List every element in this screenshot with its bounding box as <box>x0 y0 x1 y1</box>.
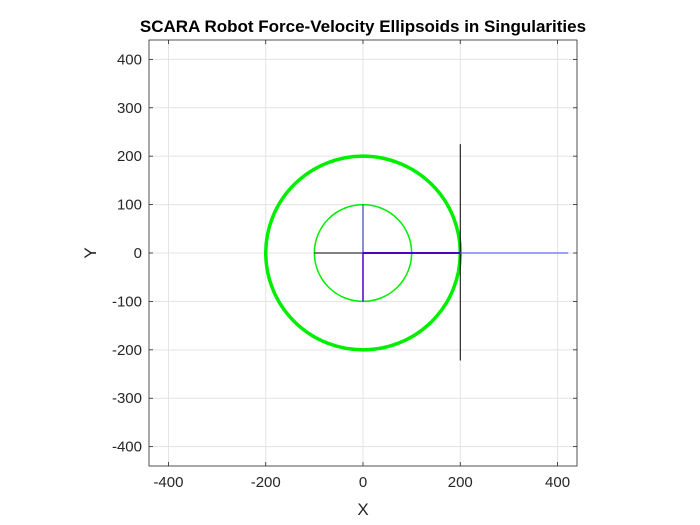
y-tick-label: 300 <box>117 100 142 117</box>
y-tick-label: 400 <box>117 51 142 68</box>
y-tick-label: 0 <box>134 245 142 262</box>
x-tick-label: -400 <box>153 474 183 491</box>
y-tick-label: -400 <box>112 439 142 456</box>
ticks: -400 -200 0 200 400 -400 -300 -200 -100 0 100 200 30… <box>112 40 577 491</box>
y-tick-label: 100 <box>117 197 142 214</box>
x-tick-label: 0 <box>359 474 367 491</box>
x-tick-label: -200 <box>251 474 281 491</box>
y-tick-label: 200 <box>117 148 142 165</box>
x-axis-label: X <box>357 500 368 519</box>
x-tick-label: 200 <box>448 474 473 491</box>
y-tick-label: -100 <box>112 293 142 310</box>
y-tick-label: -200 <box>112 342 142 359</box>
y-axis-label: Y <box>81 247 100 258</box>
data-series <box>263 144 569 361</box>
x-tick-label: 400 <box>545 474 570 491</box>
chart-title: SCARA Robot Force-Velocity Ellipsoids in… <box>140 17 586 36</box>
y-tick-label: -300 <box>112 390 142 407</box>
